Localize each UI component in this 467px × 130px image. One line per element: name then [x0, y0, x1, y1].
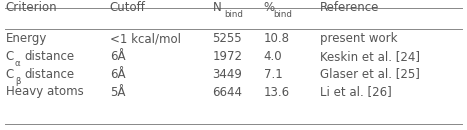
Text: distance: distance — [24, 67, 74, 80]
Text: β: β — [15, 77, 20, 86]
Text: <1 kcal/mol: <1 kcal/mol — [110, 32, 181, 45]
Text: Li et al. [26]: Li et al. [26] — [320, 86, 392, 99]
Text: Keskin et al. [24]: Keskin et al. [24] — [320, 50, 420, 63]
Text: C: C — [6, 50, 14, 63]
Text: present work: present work — [320, 32, 397, 45]
Text: Cutoff: Cutoff — [110, 1, 146, 14]
Text: 5Å: 5Å — [110, 86, 125, 99]
Text: Energy: Energy — [6, 32, 47, 45]
Text: 6Å: 6Å — [110, 67, 125, 80]
Text: Reference: Reference — [320, 1, 379, 14]
Text: bind: bind — [224, 10, 243, 19]
Text: Glaser et al. [25]: Glaser et al. [25] — [320, 67, 420, 80]
Text: 6644: 6644 — [212, 86, 242, 99]
Text: 1972: 1972 — [212, 50, 242, 63]
Text: N: N — [212, 1, 221, 14]
Text: 7.1: 7.1 — [264, 67, 283, 80]
Text: 5255: 5255 — [212, 32, 242, 45]
Text: Criterion: Criterion — [6, 1, 57, 14]
Text: Heavy atoms: Heavy atoms — [6, 86, 83, 99]
Text: 13.6: 13.6 — [264, 86, 290, 99]
Text: 10.8: 10.8 — [264, 32, 290, 45]
Text: bind: bind — [273, 10, 292, 19]
Text: C: C — [6, 67, 14, 80]
Text: 3449: 3449 — [212, 67, 242, 80]
Text: 4.0: 4.0 — [264, 50, 283, 63]
Text: distance: distance — [24, 50, 74, 63]
Text: %: % — [264, 1, 275, 14]
Text: 6Å: 6Å — [110, 50, 125, 63]
Text: α: α — [15, 59, 21, 68]
